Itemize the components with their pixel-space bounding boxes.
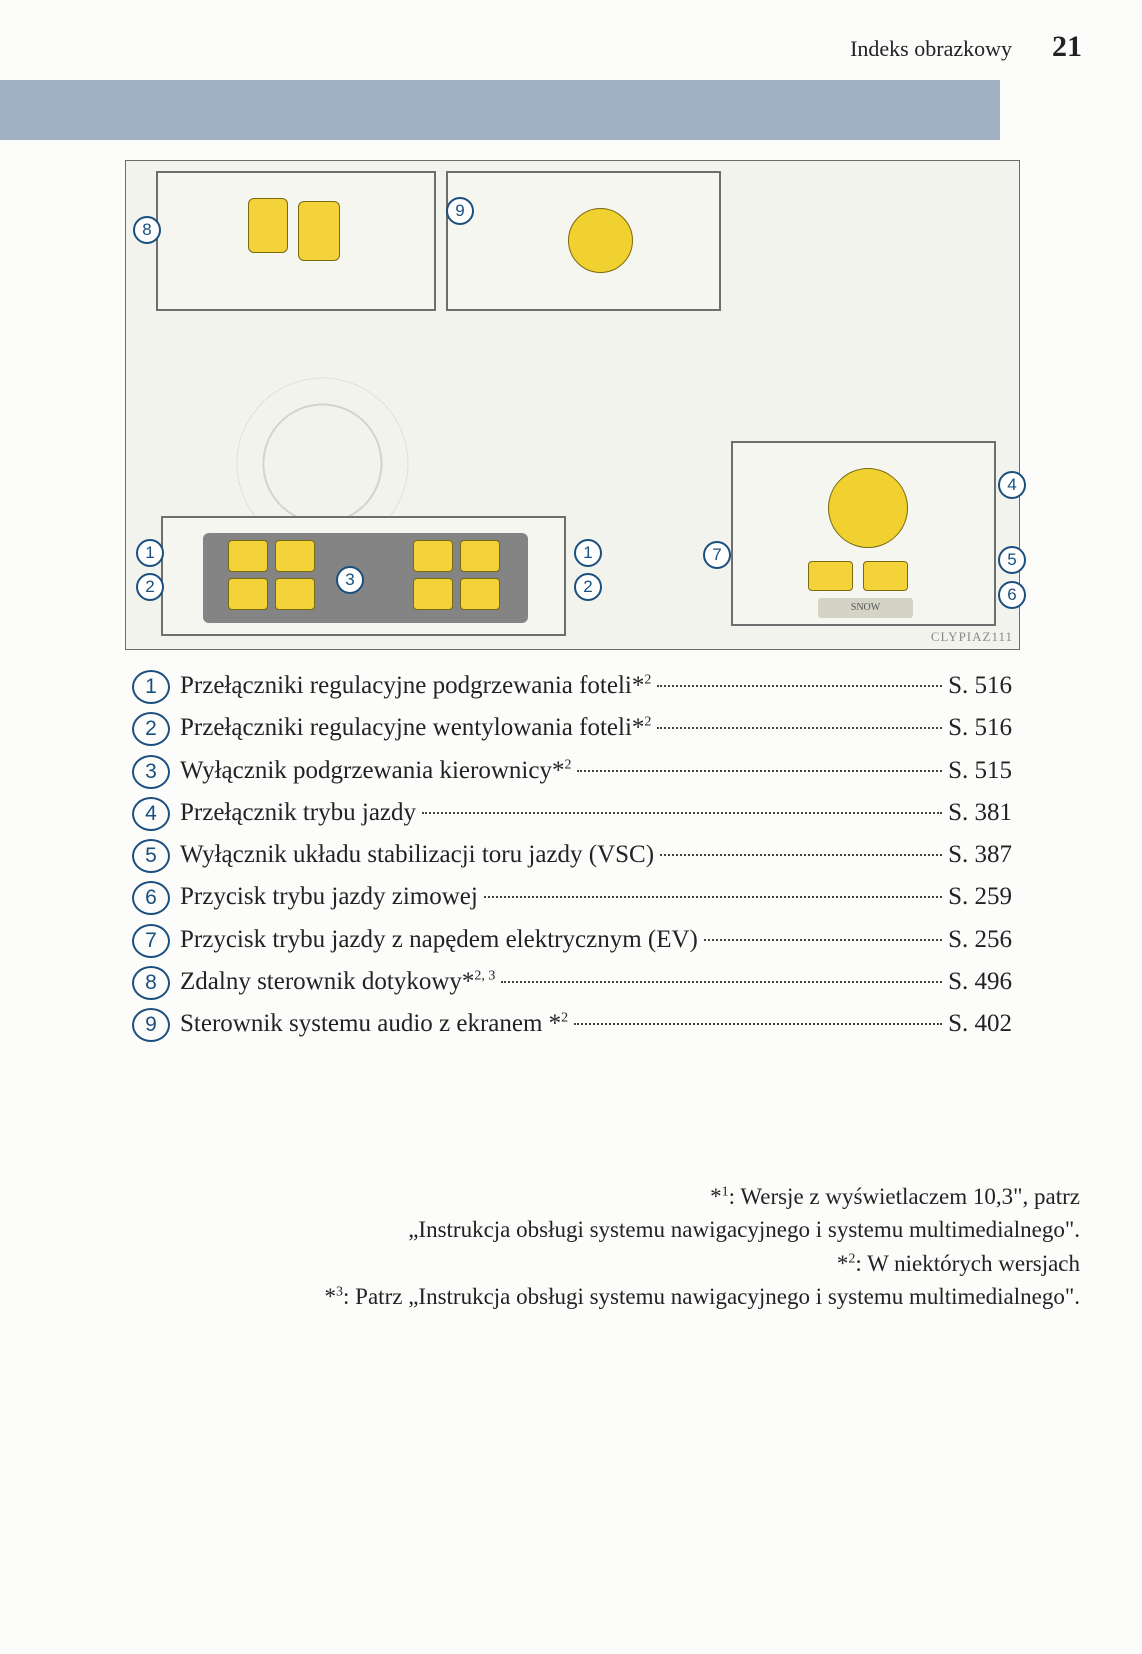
leader-dots (501, 981, 942, 983)
index-num: 8 (132, 966, 170, 1000)
callout-9: 9 (446, 197, 474, 225)
leader-dots (422, 812, 942, 814)
switch-icon (413, 540, 453, 572)
footnote-1: *1: Wersje z wyświetlaczem 10,3", patrz (130, 1180, 1080, 1213)
leader-dots (577, 770, 942, 772)
leader-dots (704, 939, 942, 941)
index-row: 6 Przycisk trybu jazdy zimowej S. 259 (132, 879, 1012, 915)
switch-icon (413, 578, 453, 610)
callout-6: 6 (998, 581, 1026, 609)
pictorial-index-figure: SNOW 8 9 1 2 3 1 2 7 4 5 6 CLYPIAZ111 (125, 160, 1020, 650)
index-row: 2 Przełączniki regulacyjne wentylowania … (132, 710, 1012, 746)
footnote-3: *3: Patrz „Instrukcja obsługi systemu na… (130, 1280, 1080, 1313)
index-row: 4 Przełącznik trybu jazdy S. 381 (132, 795, 1012, 831)
index-row: 3 Wyłącznik podgrzewania kierownicy*2 S.… (132, 753, 1012, 789)
switch-icon (460, 578, 500, 610)
leader-dots (574, 1023, 942, 1025)
index-num: 9 (132, 1008, 170, 1042)
switch-icon (460, 540, 500, 572)
index-label: Przełączniki regulacyjne podgrzewania fo… (180, 668, 651, 704)
leader-dots (484, 896, 942, 898)
index-page: S. 381 (948, 795, 1012, 831)
switch-icon (275, 540, 315, 572)
switch-icon (808, 561, 853, 591)
leader-dots (657, 727, 942, 729)
index-num: 2 (132, 712, 170, 746)
callout-1: 1 (574, 539, 602, 567)
index-page: S. 402 (948, 1006, 1012, 1042)
callout-3: 3 (336, 566, 364, 594)
footnote-2: *2: W niektórych wersjach (130, 1247, 1080, 1280)
index-num: 4 (132, 797, 170, 831)
index-num: 1 (132, 670, 170, 704)
index-page: S. 256 (948, 922, 1012, 958)
index-row: 5 Wyłącznik układu stabilizacji toru jaz… (132, 837, 1012, 873)
figure-code: CLYPIAZ111 (931, 629, 1013, 645)
callout-2: 2 (136, 573, 164, 601)
callout-4: 4 (998, 471, 1026, 499)
switch-icon (248, 198, 288, 253)
footnote-1b: „Instrukcja obsługi systemu nawigacyjneg… (130, 1213, 1080, 1246)
section-title: Indeks obrazkowy (850, 36, 1012, 62)
switch-icon (863, 561, 908, 591)
page-header: Indeks obrazkowy 21 (850, 30, 1082, 64)
index-page: S. 516 (948, 710, 1012, 746)
index-row: 1 Przełączniki regulacyjne podgrzewania … (132, 668, 1012, 704)
index-page: S. 516 (948, 668, 1012, 704)
index-page: S. 515 (948, 753, 1012, 789)
index-page: S. 387 (948, 837, 1012, 873)
index-row: 7 Przycisk trybu jazdy z napędem elektry… (132, 922, 1012, 958)
page-number: 21 (1052, 30, 1082, 64)
switch-icon (275, 578, 315, 610)
index-row: 9 Sterownik systemu audio z ekranem *2 S… (132, 1006, 1012, 1042)
index-row: 8 Zdalny sterownik dotykowy*2, 3 S. 496 (132, 964, 1012, 1000)
index-label: Przełącznik trybu jazdy (180, 795, 416, 831)
index-num: 7 (132, 924, 170, 958)
inset-top-left (156, 171, 436, 311)
callout-7: 7 (703, 541, 731, 569)
decorative-bar (0, 80, 1000, 140)
index-label: Przycisk trybu jazdy zimowej (180, 879, 478, 915)
index-label: Sterownik systemu audio z ekranem *2 (180, 1006, 568, 1042)
index-page: S. 496 (948, 964, 1012, 1000)
callout-1: 1 (136, 539, 164, 567)
index-list: 1 Przełączniki regulacyjne podgrzewania … (132, 662, 1012, 1048)
switch-icon (298, 201, 340, 261)
leader-dots (660, 854, 942, 856)
index-label: Wyłącznik układu stabilizacji toru jazdy… (180, 837, 654, 873)
index-page: S. 259 (948, 879, 1012, 915)
footnotes: *1: Wersje z wyświetlaczem 10,3", patrz … (130, 1180, 1080, 1313)
index-num: 3 (132, 755, 170, 789)
leader-dots (657, 685, 942, 687)
index-num: 5 (132, 839, 170, 873)
callout-2: 2 (574, 573, 602, 601)
inset-top-right (446, 171, 721, 311)
switch-icon (228, 578, 268, 610)
index-label: Wyłącznik podgrzewania kierownicy*2 (180, 753, 571, 789)
dial-icon (568, 208, 633, 273)
index-label: Przycisk trybu jazdy z napędem elektrycz… (180, 922, 698, 958)
callout-5: 5 (998, 546, 1026, 574)
switch-icon (228, 540, 268, 572)
callout-8: 8 (133, 216, 161, 244)
snow-mode-label: SNOW (818, 598, 913, 618)
index-label: Zdalny sterownik dotykowy*2, 3 (180, 964, 495, 1000)
index-num: 6 (132, 881, 170, 915)
drive-mode-dial-icon (828, 468, 908, 548)
inset-bottom-right: SNOW (731, 441, 996, 626)
index-label: Przełączniki regulacyjne wentylowania fo… (180, 710, 651, 746)
